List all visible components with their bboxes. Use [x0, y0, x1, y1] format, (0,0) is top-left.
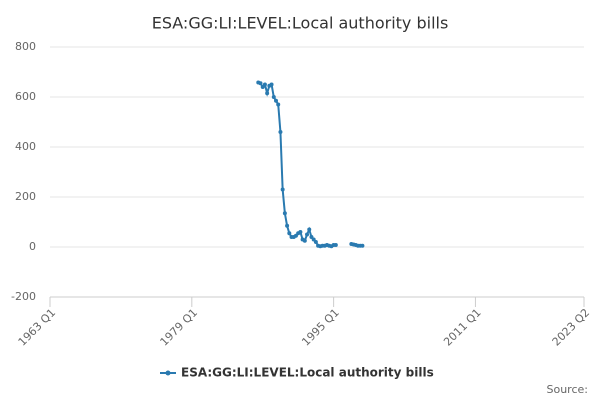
x-tick-label: 1995 Q1 — [299, 306, 342, 349]
point — [265, 91, 270, 96]
point — [274, 98, 279, 103]
y-tick-label: 400 — [15, 140, 36, 153]
point — [258, 81, 263, 86]
point — [278, 130, 283, 134]
point — [360, 243, 365, 248]
point — [287, 231, 292, 236]
point — [313, 240, 318, 244]
point — [276, 102, 281, 107]
chart-title: ESA:GG:LI:LEVEL:Local authority bills — [152, 14, 449, 33]
y-tick-label: 0 — [29, 240, 36, 253]
point — [271, 95, 276, 99]
point — [305, 232, 310, 237]
point — [262, 82, 267, 87]
y-tick-label: 800 — [15, 40, 36, 53]
point — [333, 243, 338, 247]
legend-label: ESA:GG:LI:LEVEL:Local authority bills — [181, 366, 434, 380]
source: Source: — [547, 383, 589, 396]
x-tick-label: 2011 Q1 — [441, 306, 484, 349]
point — [285, 223, 290, 228]
point — [282, 211, 287, 216]
x-tick-label: 1979 Q1 — [158, 306, 201, 349]
point — [298, 230, 303, 234]
y-tick-label: 600 — [15, 90, 36, 103]
y-tick-label: -200 — [11, 290, 36, 303]
y-tick-label: 200 — [15, 190, 36, 203]
point — [302, 238, 307, 243]
x-tick-label: 1963 Q1 — [16, 306, 59, 349]
x-tick-label: 2023 Q2 — [550, 306, 593, 349]
point — [269, 82, 274, 87]
point — [307, 227, 312, 232]
series-line — [257, 81, 363, 248]
legend-marker — [165, 370, 171, 376]
point — [280, 187, 285, 192]
